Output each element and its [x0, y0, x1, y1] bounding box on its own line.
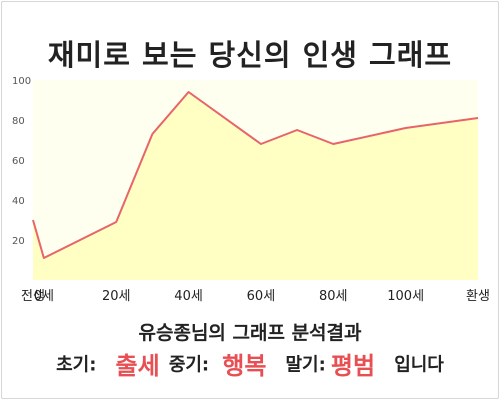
late-label: 말기: — [285, 354, 326, 376]
ending-text: 입니다 — [394, 354, 444, 376]
early-label: 초기: — [56, 354, 97, 376]
y-tick-label: 20 — [12, 236, 25, 247]
summary-line: 초기: 출세 중기: 행복 말기: 평범 입니다 — [0, 346, 500, 381]
y-tick-label: 80 — [12, 116, 25, 127]
x-tick-label: 80세 — [319, 289, 348, 304]
y-tick-label: 60 — [12, 156, 25, 167]
mid-value: 행복 — [222, 352, 267, 380]
early-value: 출세 — [115, 352, 160, 380]
x-tick-label: 전생 — [21, 289, 45, 304]
summary-heading: 유승종님의 그래프 분석결과 — [138, 322, 362, 344]
chart-title: 재미로 보는 당신의 인생 그래프 — [47, 38, 453, 72]
x-tick-label: 40세 — [174, 289, 203, 304]
x-tick-label: 20세 — [102, 289, 131, 304]
series-area — [33, 92, 478, 280]
x-tick-label: 60세 — [247, 289, 276, 304]
series-line — [32, 91, 479, 259]
x-tick-label: 0세 — [34, 289, 54, 304]
mid-label: 중기: — [168, 354, 210, 376]
y-tick-label: 100 — [12, 76, 31, 87]
x-tick-label: 환생 — [466, 289, 490, 304]
x-tick-label: 100세 — [387, 289, 424, 304]
late-value: 평범 — [330, 352, 376, 380]
y-tick-label: 40 — [12, 196, 25, 207]
